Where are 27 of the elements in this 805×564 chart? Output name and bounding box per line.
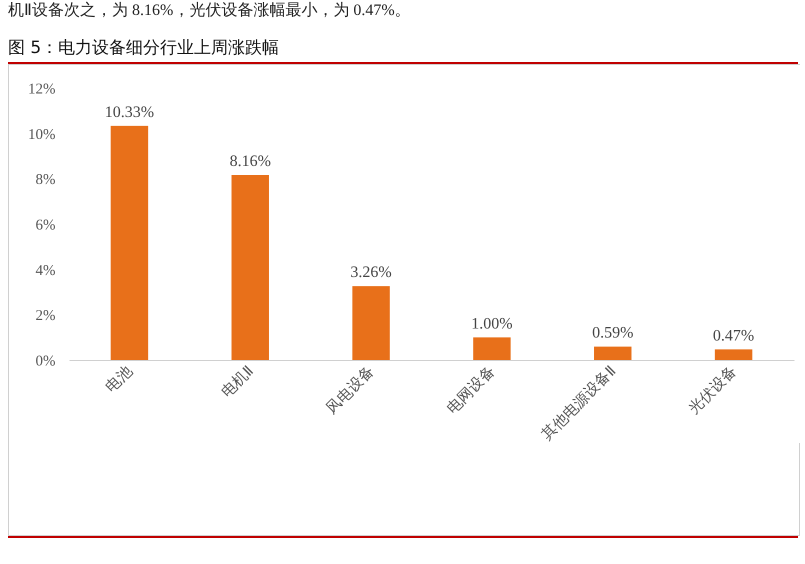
x-tick-label: 电网设备 bbox=[444, 362, 498, 418]
y-tick-label: 12% bbox=[28, 82, 56, 98]
x-tick-label: 光伏设备 bbox=[686, 362, 740, 418]
data-label: 3.26% bbox=[350, 264, 392, 282]
y-tick-label: 10% bbox=[28, 126, 56, 143]
bar bbox=[232, 175, 269, 360]
x-tick-label: 电池 bbox=[102, 362, 136, 396]
y-tick-label: 0% bbox=[36, 354, 56, 370]
data-label: 0.47% bbox=[712, 327, 754, 344]
x-tick-label: 风电设备 bbox=[323, 362, 378, 418]
bar bbox=[594, 346, 632, 360]
bar bbox=[714, 349, 752, 360]
bar bbox=[110, 126, 148, 360]
x-tick-label: 其他电源设备Ⅱ bbox=[538, 362, 620, 444]
y-tick-label: 4% bbox=[36, 262, 56, 279]
bar bbox=[352, 286, 390, 360]
bar bbox=[473, 337, 511, 360]
data-label: 8.16% bbox=[230, 153, 271, 170]
text: 机Ⅱ设备次之，为 8.16%，光伏设备涨幅最小，为 0.47%。 bbox=[8, 0, 411, 21]
data-label: 0.59% bbox=[592, 324, 634, 342]
chart-title: 图 5：电力设备细分行业上周涨跌幅 bbox=[8, 36, 798, 64]
data-label: 10.33% bbox=[104, 104, 154, 121]
x-tick-label: 电机Ⅱ bbox=[218, 362, 257, 402]
y-tick-label: 8% bbox=[36, 172, 56, 188]
y-tick-label: 6% bbox=[36, 218, 56, 234]
y-tick-label: 2% bbox=[36, 308, 56, 324]
data-label: 1.00% bbox=[471, 315, 513, 332]
